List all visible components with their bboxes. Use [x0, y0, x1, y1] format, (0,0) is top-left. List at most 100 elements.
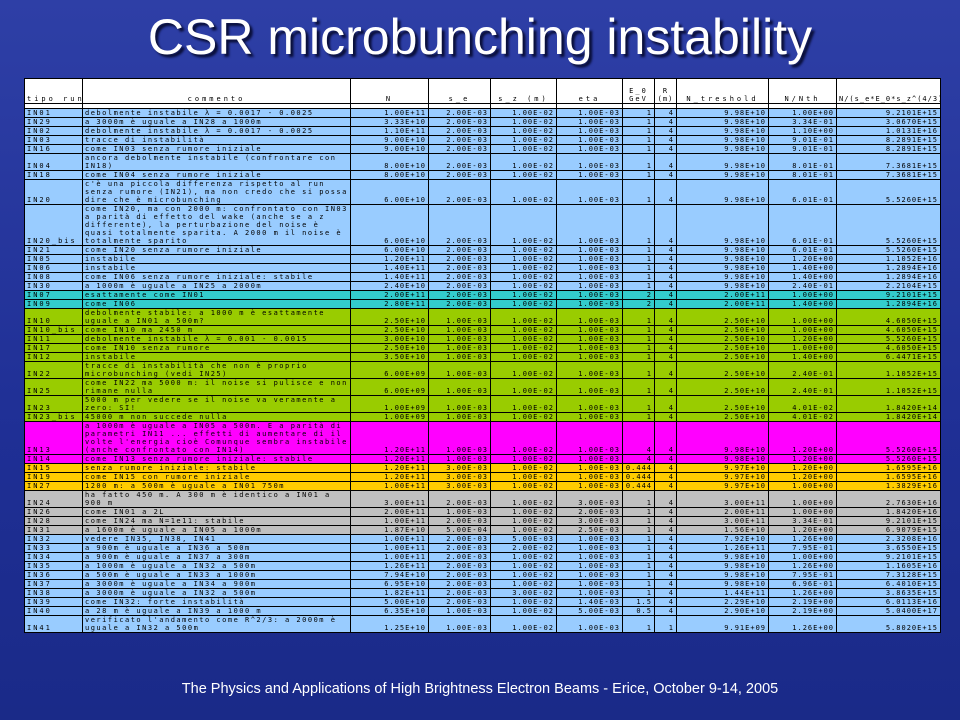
cell-n-threshold: 9.98E+10 [676, 421, 769, 455]
cell-run: IN36 [24, 570, 83, 580]
cell-e0: 1 [622, 534, 655, 544]
cell-normalized: 1.1052E+15 [836, 361, 941, 379]
cell-normalized: 7.3681E+15 [836, 153, 941, 171]
cell-s-z: 1.00E-02 [490, 170, 557, 180]
cell-normalized: 1.3829E+16 [836, 481, 941, 491]
cell-r: 4 [654, 561, 677, 571]
cell-eta: 1.00E-03 [556, 108, 623, 118]
cell-normalized: 1.6595E+16 [836, 463, 941, 473]
cell-n: 9.00E+10 [350, 135, 429, 145]
cell-commento: a 28 m è uguale a IN39 a 1000 m [82, 606, 351, 616]
cell-s-z: 1.00E-02 [490, 108, 557, 118]
cell-n-nth: 1.26E+00 [768, 534, 837, 544]
cell-s-z: 1.00E-02 [490, 204, 557, 246]
cell-r: 4 [654, 525, 677, 535]
table-row: IN13 a 1000m è uguale a IN05 a 500m. E a … [24, 421, 941, 455]
cell-normalized: 9.2101E+15 [836, 552, 941, 562]
cell-normalized: 5.5260E+15 [836, 334, 941, 344]
cell-n: 8.00E+10 [350, 153, 429, 171]
table-row: IN23_bis 45000 m non succede nulla 1.00E+0… [24, 412, 941, 422]
table-row: IN23 5000 m per vedere se il noise va ver… [24, 395, 941, 413]
cell-s-e: 2.00E-03 [428, 597, 491, 607]
cell-n: 1.26E+11 [350, 561, 429, 571]
cell-n-threshold: 9.97E+10 [676, 481, 769, 491]
cell-n: 7.94E+10 [350, 570, 429, 580]
cell-commento: debolmente instabile λ = 0.0017 - 0.0025 [82, 108, 351, 118]
cell-n-threshold: 2.50E+10 [676, 378, 769, 396]
cell-commento: c'è una piccola differenza rispetto al r… [82, 179, 351, 205]
cell-n: 1.00E+11 [350, 534, 429, 544]
cell-n: 1.00E+09 [350, 412, 429, 422]
cell-commento: a 3000m è uguale a IN34 a 900m [82, 579, 351, 589]
cell-r: 4 [654, 606, 677, 616]
cell-r: 4 [654, 361, 677, 379]
cell-eta: 1.00E-03 [556, 352, 623, 362]
cell-s-z: 1.00E-02 [490, 579, 557, 589]
cell-commento: come IN24 ma N=1e11: stabile [82, 516, 351, 526]
cell-n-nth: 1.40E+00 [768, 272, 837, 282]
table-row: IN40 a 28 m è uguale a IN39 a 1000 m 6.35E… [24, 606, 941, 616]
cell-e0: 0.444 [622, 472, 655, 482]
table-row: IN19 come IN15 con rumore iniziale 1.20E+1… [24, 472, 941, 482]
cell-n-threshold: 9.98E+10 [676, 126, 769, 136]
cell-n: 1.20E+11 [350, 472, 429, 482]
cell-e0: 1 [622, 552, 655, 562]
cell-n: 1.40E+11 [350, 272, 429, 282]
cell-normalized: 1.2894E+16 [836, 263, 941, 273]
cell-normalized: 6.4471E+15 [836, 352, 941, 362]
cell-e0: 1.5 [622, 597, 655, 607]
cell-r: 4 [654, 343, 677, 353]
cell-eta: 1.00E-03 [556, 421, 623, 455]
cell-e0: 1 [622, 490, 655, 508]
cell-run: IN34 [24, 552, 83, 562]
cell-run: IN30 [24, 281, 83, 291]
cell-n-threshold: 2.00E+11 [676, 290, 769, 300]
cell-n: 3.50E+10 [350, 352, 429, 362]
cell-s-e: 2.00E-03 [428, 204, 491, 246]
cell-s-e: 2.00E-03 [428, 570, 491, 580]
cell-n: 2.40E+10 [350, 281, 429, 291]
cell-run: IN21 [24, 245, 83, 255]
cell-run: IN22 [24, 361, 83, 379]
cell-s-e: 2.00E-03 [428, 552, 491, 562]
cell-e0: 1 [622, 343, 655, 353]
cell-eta: 1.00E-03 [556, 472, 623, 482]
cell-s-e: 2.00E-03 [428, 245, 491, 255]
cell-e0: 1 [622, 543, 655, 553]
header-e0: E_0 GeV [622, 78, 655, 104]
cell-n-nth: 1.00E+00 [768, 343, 837, 353]
cell-n: 9.00E+10 [350, 144, 429, 154]
cell-run: IN13 [24, 421, 83, 455]
cell-n: 2.80E+11 [350, 299, 429, 309]
cell-run: IN15 [24, 463, 83, 473]
cell-s-e: 1.00E-03 [428, 361, 491, 379]
cell-n-nth: 1.20E+00 [768, 454, 837, 464]
table-row: IN14 come IN13 senza rumore iniziale: sta… [24, 454, 941, 464]
cell-n: 6.35E+10 [350, 606, 429, 616]
cell-commento: a 1000m è uguale a IN05 a 500m. E a pari… [82, 421, 351, 455]
cell-r: 4 [654, 490, 677, 508]
cell-e0: 4 [622, 421, 655, 455]
cell-s-e: 1.00E-03 [428, 395, 491, 413]
cell-r: 4 [654, 170, 677, 180]
cell-normalized: 6.0113E+16 [836, 597, 941, 607]
cell-run: IN19 [24, 472, 83, 482]
cell-commento: senza rumore iniziale: stabile [82, 463, 351, 473]
cell-eta: 1.40E-03 [556, 597, 623, 607]
cell-s-z: 1.00E-02 [490, 561, 557, 571]
cell-n-threshold: 1.56E+10 [676, 525, 769, 535]
table-row: IN20_bis come IN20, ma con 2000 m: confro… [24, 204, 941, 246]
cell-commento: instabile [82, 254, 351, 264]
cell-r: 4 [654, 481, 677, 491]
cell-n-nth: 6.01E-01 [768, 245, 837, 255]
cell-normalized: 2.7630E+16 [836, 490, 941, 508]
cell-n-nth: 8.01E-01 [768, 153, 837, 171]
cell-eta: 1.00E-03 [556, 454, 623, 464]
cell-eta: 1.00E-03 [556, 395, 623, 413]
cell-n-threshold: 9.98E+10 [676, 204, 769, 246]
results-table: tipo run commento N s_e s_z (m) eta E_0 … [24, 78, 941, 633]
table-row: IN11 debolmente instabile λ = 0.001 - 0.0… [24, 334, 941, 344]
cell-e0: 1 [622, 135, 655, 145]
cell-eta: 1.00E-03 [556, 361, 623, 379]
cell-r: 4 [654, 516, 677, 526]
